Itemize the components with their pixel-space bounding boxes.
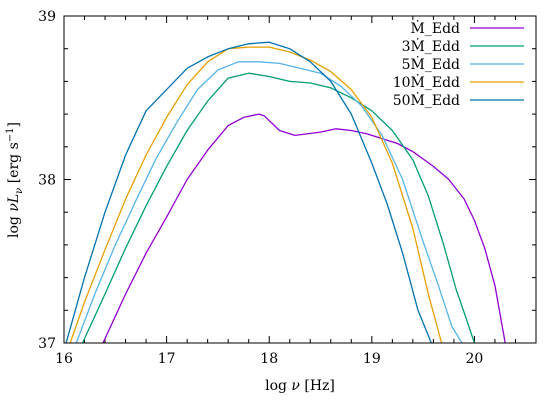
legend-label-2: 5Ṁ_Edd — [402, 55, 460, 73]
series-line-3 — [69, 46, 443, 343]
y-tick-label: 37 — [38, 336, 56, 352]
legend-label-1: 3Ṁ_Edd — [402, 37, 460, 55]
x-tick-label: 17 — [158, 351, 176, 367]
x-tick-label: 19 — [363, 351, 381, 367]
x-tick-label: 16 — [55, 351, 73, 367]
y-tick-label: 39 — [38, 9, 56, 25]
axis-ticks: 16 17 18 19 20 37 38 39 — [38, 9, 537, 367]
legend-label-4: 50Ṁ_Edd — [393, 91, 460, 109]
y-axis-title: log νLν [erg s−1] — [5, 122, 25, 238]
y-tick-label: 38 — [38, 173, 56, 189]
x-tick-label: 18 — [260, 351, 278, 367]
series-line-1 — [81, 72, 476, 343]
series-line-0 — [102, 113, 506, 343]
series-line-4 — [65, 41, 432, 343]
legend-label-3: 10Ṁ_Edd — [393, 73, 460, 91]
x-tick-label: 20 — [466, 351, 484, 367]
legend-label-0: Ṁ_Edd — [411, 19, 461, 37]
x-axis-title: log ν [Hz] — [265, 378, 335, 394]
series-line-2 — [75, 61, 463, 343]
plot-frame — [63, 15, 537, 344]
series-lines — [65, 41, 506, 343]
